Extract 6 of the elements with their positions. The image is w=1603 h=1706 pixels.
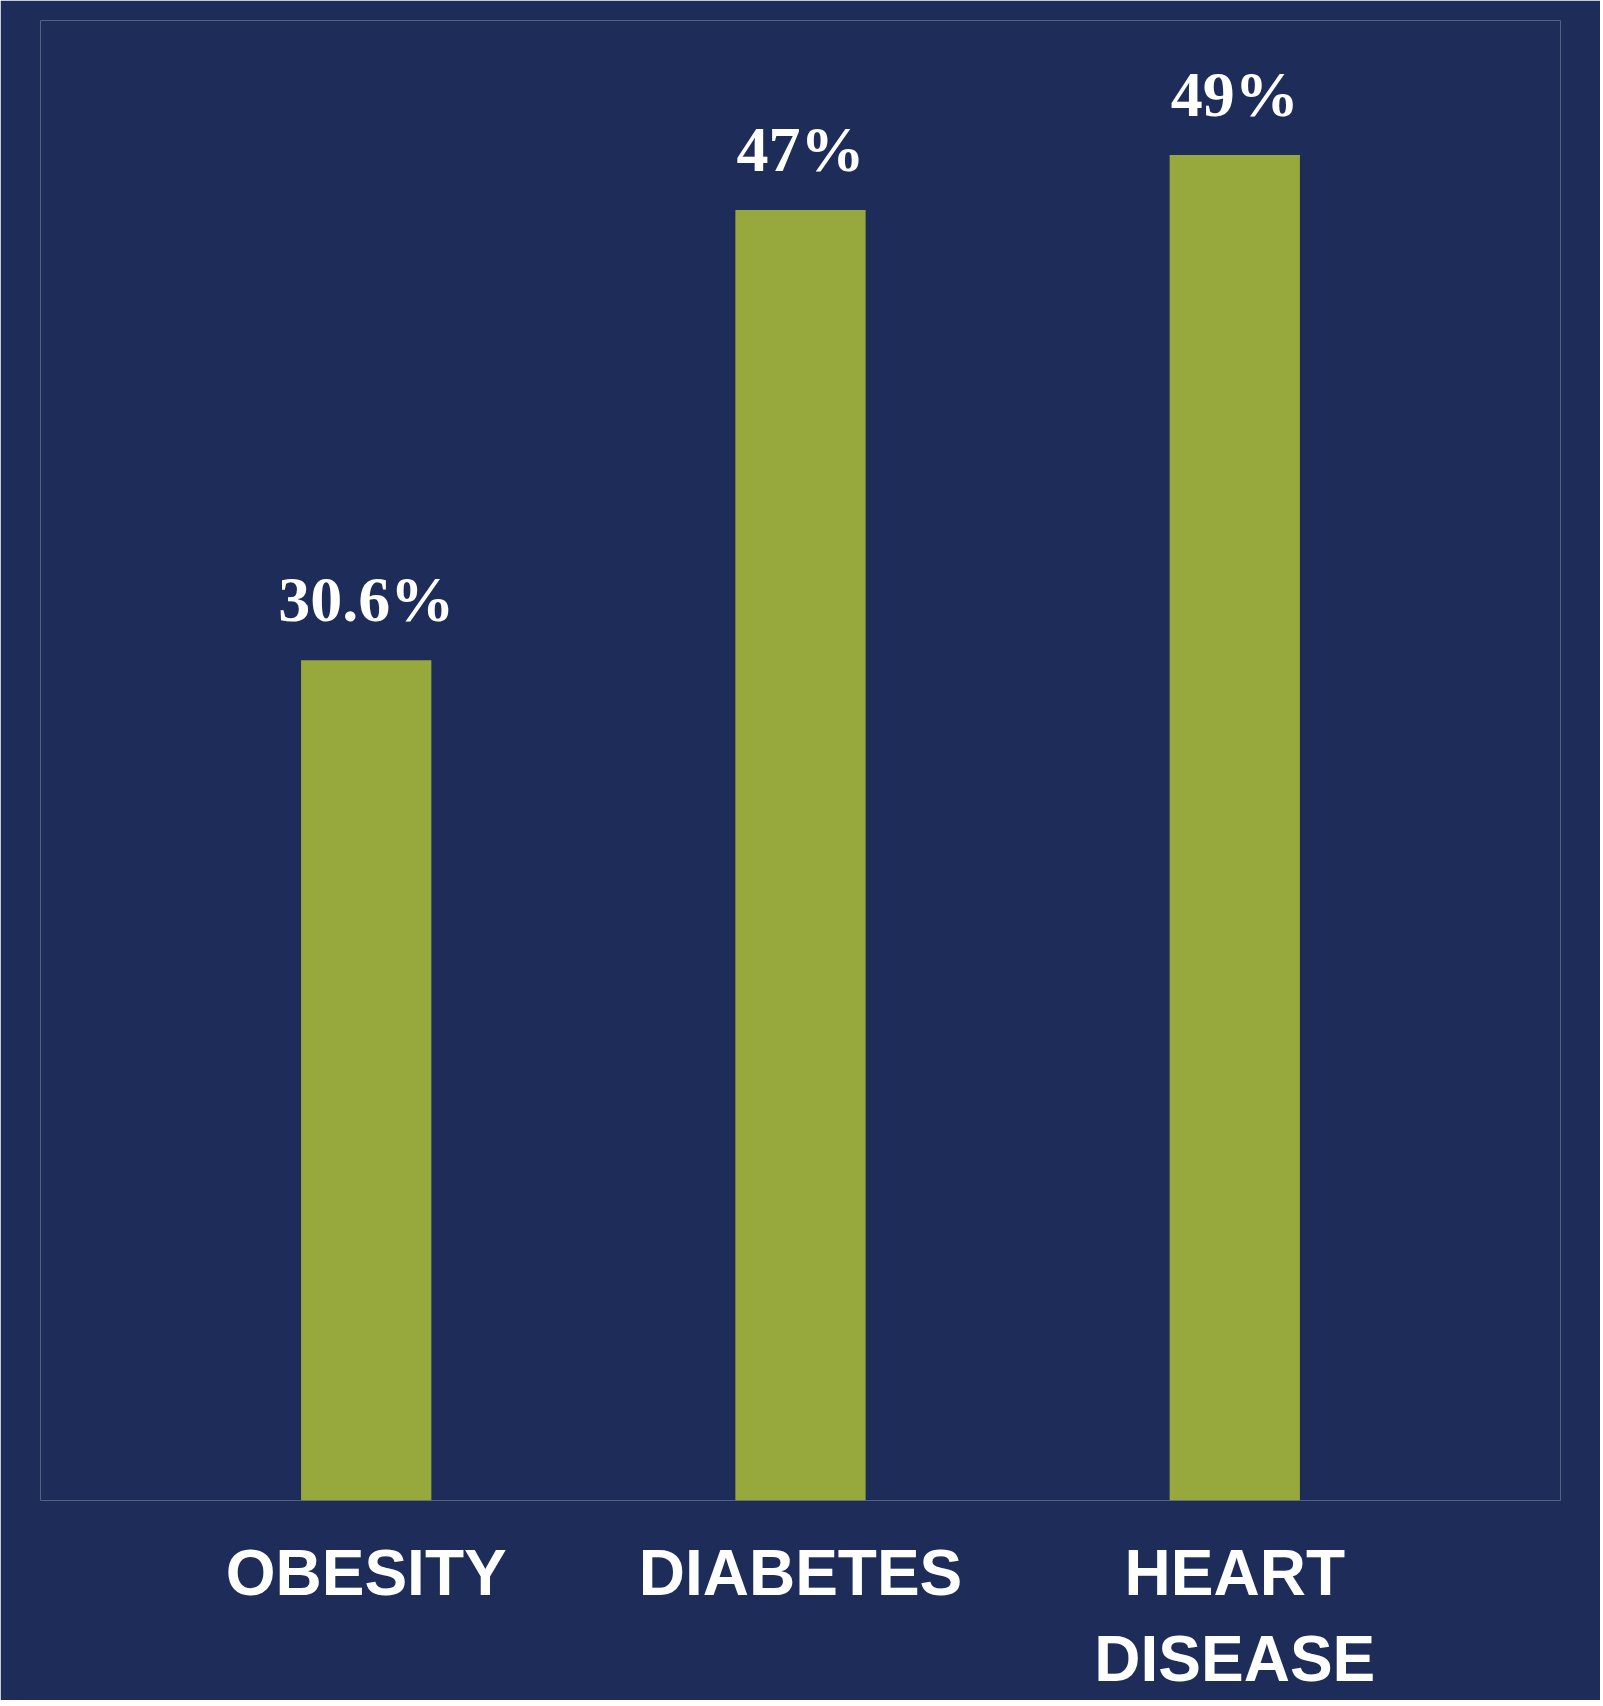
data-label: 47% xyxy=(736,113,865,185)
x-tick-label: HEART DISEASE xyxy=(1094,1536,1376,1695)
x-tick-label: DIABETES xyxy=(638,1536,963,1609)
data-label: 49% xyxy=(1170,59,1299,131)
data-label: 30.6% xyxy=(278,564,455,636)
x-tick-label: OBESITY xyxy=(225,1536,507,1609)
